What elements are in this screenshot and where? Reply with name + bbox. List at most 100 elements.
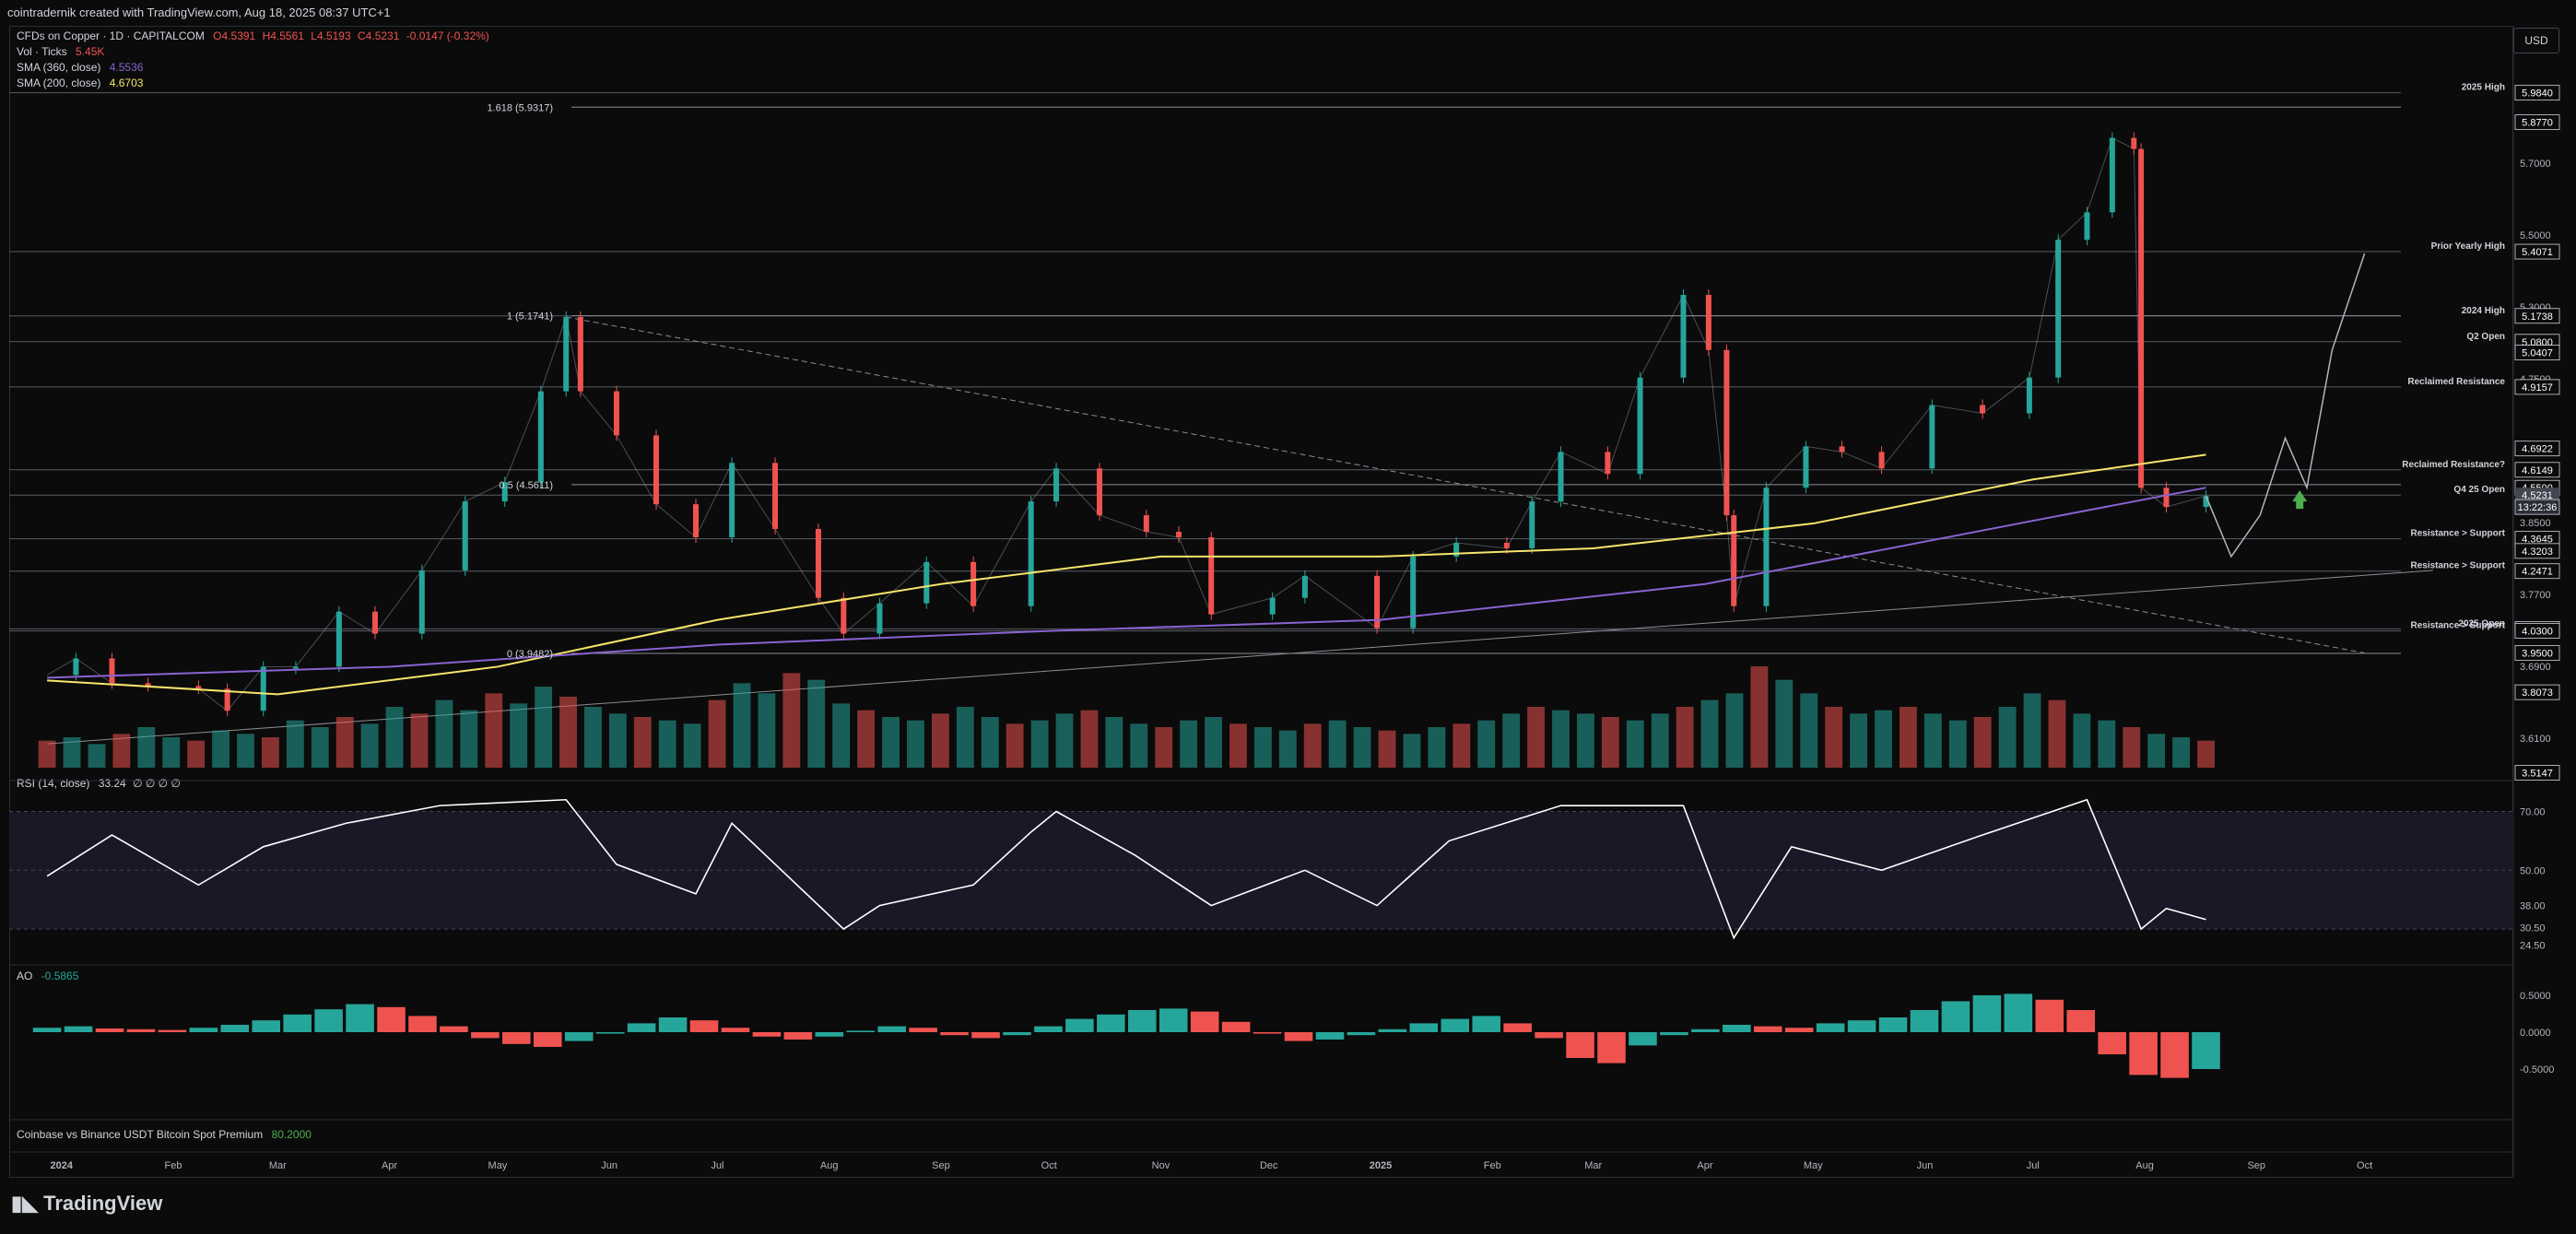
candle[interactable] [2131, 137, 2137, 149]
candle[interactable] [1269, 597, 1276, 615]
price-axis-tag[interactable] [2514, 623, 2560, 639]
candle[interactable] [577, 316, 583, 392]
candle[interactable] [224, 688, 230, 711]
candle[interactable] [1028, 501, 1034, 606]
candle[interactable] [371, 611, 378, 634]
ao-tick-label: -0.5000 [2520, 1064, 2554, 1075]
ao-legend[interactable]: AO -0.5865 [17, 970, 82, 982]
sma360-legend[interactable]: SMA (360, close) 4.5536 [17, 61, 147, 74]
candle[interactable] [501, 482, 508, 502]
candle[interactable] [1723, 349, 1730, 516]
candle[interactable] [729, 463, 735, 537]
symbol-name[interactable]: CFDs on Copper · 1D · CAPITALCOM [17, 29, 205, 42]
price-axis-tag[interactable] [2514, 499, 2560, 515]
sma200-legend[interactable]: SMA (200, close) 4.6703 [17, 76, 147, 89]
candle[interactable] [923, 561, 930, 604]
price-axis-tag[interactable] [2514, 645, 2560, 661]
candle[interactable] [653, 435, 659, 505]
price-axis-tag[interactable] [2514, 441, 2560, 457]
price-axis-tag[interactable] [2514, 85, 2560, 101]
green-arrow-icon[interactable] [2292, 490, 2308, 510]
ao-bar [1691, 1028, 1720, 1032]
candle[interactable] [1558, 452, 1564, 502]
candle[interactable] [2055, 240, 2062, 378]
price-axis-tag[interactable] [2514, 684, 2560, 700]
symbol-legend[interactable]: CFDs on Copper · 1D · CAPITALCOM O4.5391… [17, 29, 493, 42]
price-axis-tag[interactable] [2514, 765, 2560, 781]
candle[interactable] [260, 666, 266, 711]
candle[interactable] [335, 611, 342, 667]
price-axis-tag[interactable] [2514, 243, 2560, 260]
candle[interactable] [462, 501, 468, 570]
price-axis-tag[interactable] [2514, 379, 2560, 395]
candle[interactable] [1605, 452, 1611, 475]
candle[interactable] [693, 504, 700, 537]
candle[interactable] [2109, 137, 2115, 213]
candle[interactable] [418, 570, 425, 634]
candle[interactable] [841, 597, 847, 634]
candle[interactable] [970, 561, 977, 606]
price-axis-tag[interactable] [2514, 543, 2560, 559]
candle[interactable] [1731, 515, 1737, 606]
candle[interactable] [613, 391, 619, 436]
candle[interactable] [1637, 377, 1643, 475]
candle[interactable] [1705, 295, 1711, 350]
candle[interactable] [1208, 536, 1215, 615]
candle[interactable] [1878, 452, 1885, 469]
candle[interactable] [1980, 405, 1986, 414]
candle[interactable] [2084, 212, 2090, 241]
candle[interactable] [1410, 556, 1417, 629]
candle[interactable] [563, 316, 570, 392]
candle[interactable] [1143, 515, 1149, 533]
ao-bar [2098, 1032, 2126, 1054]
price-axis-tag[interactable] [2515, 488, 2559, 503]
rsi-line[interactable] [46, 798, 2206, 940]
ao-bar [471, 1032, 500, 1039]
volume-bar [1800, 693, 1818, 768]
candle[interactable] [1301, 575, 1308, 598]
candle[interactable] [1929, 405, 1935, 469]
candle[interactable] [1374, 575, 1381, 629]
price-axis-tag[interactable] [2514, 114, 2560, 131]
volume-legend[interactable]: Vol · Ticks 5.45K [17, 45, 108, 58]
candle[interactable] [1053, 468, 1060, 502]
candle[interactable] [2026, 377, 2032, 414]
candle[interactable] [1453, 542, 1460, 557]
price-axis-tag[interactable] [2514, 345, 2560, 360]
price-axis-tag[interactable] [2514, 462, 2560, 478]
candle[interactable] [1176, 532, 1182, 537]
candle[interactable] [537, 391, 544, 483]
candle[interactable] [2203, 496, 2209, 508]
candle[interactable] [772, 463, 779, 530]
volume-bar [262, 737, 279, 768]
candle[interactable] [2138, 148, 2145, 488]
sma360-line[interactable] [47, 487, 2206, 679]
sma200-line[interactable] [47, 453, 2206, 696]
candle[interactable] [1839, 446, 1845, 452]
candle[interactable] [109, 658, 115, 684]
price-axis-tag[interactable] [2514, 308, 2560, 324]
time-tick-label: Jul [2027, 1160, 2040, 1171]
premium-legend[interactable]: Coinbase vs Binance USDT Bitcoin Spot Pr… [17, 1128, 315, 1141]
candle[interactable] [1763, 488, 1770, 606]
projection-path[interactable] [2205, 253, 2366, 558]
ao-bar [1003, 1032, 1031, 1036]
candle[interactable] [1680, 295, 1687, 378]
tradingview-logo[interactable]: ▮◣ TradingView [11, 1192, 162, 1216]
candle[interactable] [815, 529, 821, 598]
candle[interactable] [145, 683, 151, 687]
candle[interactable] [1529, 501, 1535, 548]
price-tick-label: 5.7000 [2520, 159, 2551, 170]
candle[interactable] [195, 686, 202, 689]
candle[interactable] [1096, 468, 1102, 516]
candle[interactable] [876, 603, 883, 634]
candle[interactable] [1503, 542, 1510, 548]
candle[interactable] [1803, 446, 1809, 488]
candle[interactable] [292, 666, 299, 669]
price-axis-tag[interactable] [2514, 563, 2560, 580]
ao-bar [314, 1009, 343, 1032]
candle[interactable] [73, 658, 79, 676]
candle[interactable] [2163, 488, 2170, 508]
ao-bar [95, 1028, 124, 1032]
